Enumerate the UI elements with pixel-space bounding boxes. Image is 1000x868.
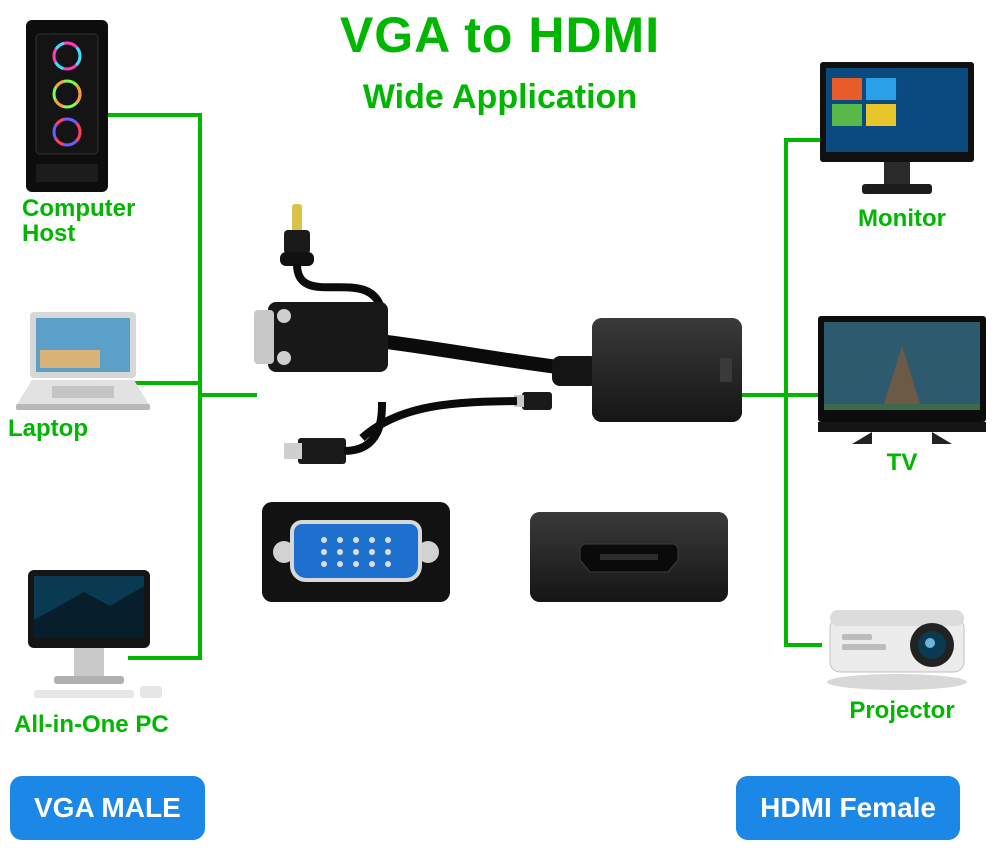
device-computer-host: Computer Host [22,16,192,246]
vga-male-face-icon [262,502,450,602]
device-all-in-one: All-in-One PC [14,562,204,737]
badge-vga-male: VGA MALE [10,776,205,840]
badge-hdmi-female: HDMI Female [736,776,960,840]
vga-plug-icon [254,302,388,372]
adapter-body-icon [592,318,742,422]
device-label: Projector [812,698,992,723]
device-label: All-in-One PC [14,712,204,737]
monitor-icon [812,56,982,206]
device-projector: Projector [812,588,992,723]
projector-icon [812,588,982,698]
adapter-assembly [232,202,752,632]
device-label: TV [812,450,992,475]
device-label: Laptop [8,416,178,441]
all-in-one-pc-icon [14,562,164,712]
device-label: Computer Host [22,196,192,246]
laptop-icon [8,306,158,416]
device-label: Monitor [812,206,992,231]
device-laptop: Laptop [8,306,178,441]
usb-cables-icon [284,392,552,464]
audio-jack-icon [280,204,382,312]
adapter-assembly-svg [232,202,752,632]
device-monitor: Monitor [812,56,992,231]
computer-tower-icon [22,16,112,196]
device-tv: TV [812,310,992,475]
tv-icon [812,310,992,450]
hdmi-female-face-icon [530,512,728,602]
